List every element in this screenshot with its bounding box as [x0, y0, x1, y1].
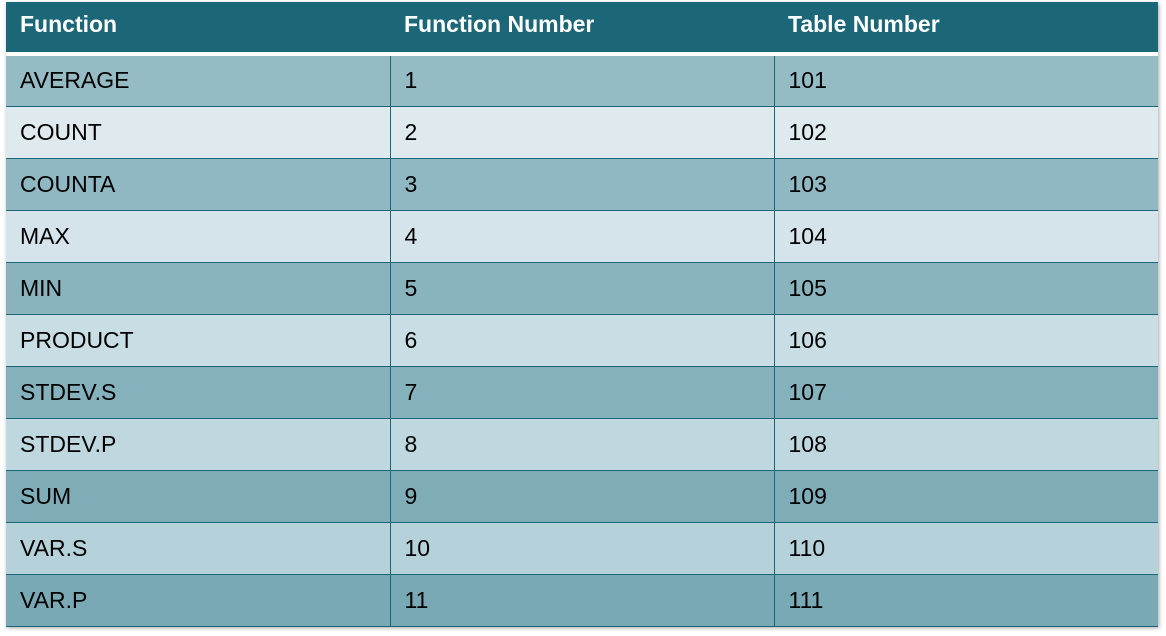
cell-function: PRODUCT — [6, 313, 391, 367]
cell-table-number: 104 — [773, 209, 1158, 263]
cell-function: MAX — [6, 209, 391, 263]
function-number-table-container: Function Function Number Table Number AV… — [6, 2, 1158, 627]
cell-function-number: 3 — [389, 157, 775, 211]
cell-function-number: 11 — [389, 573, 775, 627]
table-row: AVERAGE 1 101 — [6, 53, 1158, 107]
cell-function-number: 8 — [389, 417, 775, 471]
cell-function-number: 10 — [389, 521, 775, 575]
cell-function: COUNTA — [6, 157, 391, 211]
cell-function: VAR.S — [6, 521, 391, 575]
cell-function: COUNT — [6, 105, 391, 159]
cell-function: STDEV.S — [6, 365, 391, 419]
header-function-number: Function Number — [390, 2, 774, 56]
header-table-number: Table Number — [774, 2, 1158, 56]
cell-function-number: 6 — [389, 313, 775, 367]
cell-function-number: 5 — [389, 261, 775, 315]
cell-function-number: 9 — [389, 469, 775, 523]
cell-function-number: 2 — [389, 105, 775, 159]
cell-table-number: 103 — [773, 157, 1158, 211]
table-row: MAX 4 104 — [6, 209, 1158, 263]
cell-table-number: 102 — [773, 105, 1158, 159]
cell-function-number: 7 — [389, 365, 775, 419]
cell-table-number: 105 — [773, 261, 1158, 315]
cell-table-number: 108 — [773, 417, 1158, 471]
table-row: VAR.P 11 111 — [6, 573, 1158, 627]
table-row: STDEV.P 8 108 — [6, 417, 1158, 471]
cell-table-number: 106 — [773, 313, 1158, 367]
table-row: STDEV.S 7 107 — [6, 365, 1158, 419]
table-header-row: Function Function Number Table Number — [6, 2, 1158, 56]
cell-function: SUM — [6, 469, 391, 523]
cell-table-number: 109 — [773, 469, 1158, 523]
table-row: PRODUCT 6 106 — [6, 313, 1158, 367]
cell-function-number: 1 — [389, 53, 775, 107]
table-body: AVERAGE 1 101 COUNT 2 102 COUNTA 3 103 M… — [6, 53, 1158, 627]
cell-table-number: 110 — [773, 521, 1158, 575]
table-row: SUM 9 109 — [6, 469, 1158, 523]
cell-function: STDEV.P — [6, 417, 391, 471]
cell-table-number: 111 — [773, 573, 1158, 627]
table-row: VAR.S 10 110 — [6, 521, 1158, 575]
function-number-table: Function Function Number Table Number AV… — [6, 2, 1158, 627]
table-row: MIN 5 105 — [6, 261, 1158, 315]
cell-function: AVERAGE — [6, 53, 391, 107]
cell-table-number: 101 — [773, 53, 1158, 107]
cell-function: MIN — [6, 261, 391, 315]
header-function: Function — [6, 2, 390, 56]
cell-table-number: 107 — [773, 365, 1158, 419]
cell-function-number: 4 — [389, 209, 775, 263]
cell-function: VAR.P — [6, 573, 391, 627]
table-row: COUNTA 3 103 — [6, 157, 1158, 211]
table-row: COUNT 2 102 — [6, 105, 1158, 159]
